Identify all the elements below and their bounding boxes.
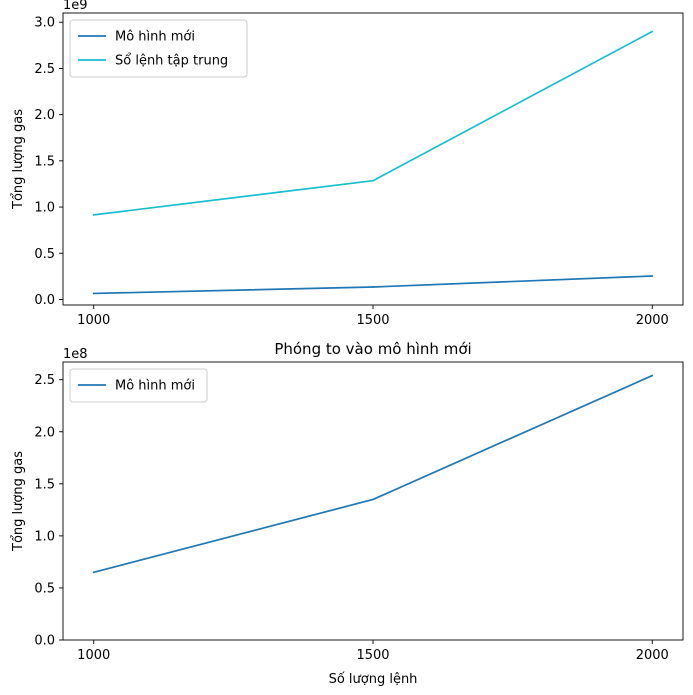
y-axis-label: Tổng lượng gas xyxy=(11,451,26,552)
legend-label: Sổ lệnh tập trung xyxy=(115,54,228,69)
y-offset-label: 1e9 xyxy=(63,0,88,13)
data-point xyxy=(92,214,95,216)
y-tick-label: 2.0 xyxy=(34,108,55,123)
y-tick-label: 2.0 xyxy=(34,425,55,440)
y-tick-label: 0.5 xyxy=(34,247,55,262)
x-tick-label: 1000 xyxy=(77,648,110,663)
data-point xyxy=(651,374,654,377)
data-point xyxy=(92,571,95,574)
y-tick-label: 0.0 xyxy=(34,293,55,308)
y-tick-label: 1.0 xyxy=(34,201,55,216)
data-point xyxy=(651,275,654,277)
y-offset-label: 1e8 xyxy=(63,347,88,362)
y-tick-label: 1.0 xyxy=(34,529,55,544)
legend-box xyxy=(69,368,208,403)
series-line-0 xyxy=(93,374,653,574)
series-line-0 xyxy=(93,275,653,295)
x-tick-label: 1000 xyxy=(77,313,110,328)
legend-label: Mô hình mới xyxy=(115,30,195,45)
y-tick-label: 2.5 xyxy=(34,62,55,77)
legend-label: Mô hình mới xyxy=(115,379,195,394)
data-point xyxy=(372,286,374,288)
data-point xyxy=(92,292,95,295)
chart-bottom: 1000 1500 2000 0.0 0.5 1.0 1.5 2.0 2.5 1e8 Tổng lư… xyxy=(11,340,684,687)
y-tick-label: 1.5 xyxy=(34,477,55,492)
x-tick-label: 1500 xyxy=(356,313,389,328)
data-point xyxy=(651,30,654,33)
y-tick-label: 1.5 xyxy=(34,154,55,169)
y-tick-label: 3.0 xyxy=(34,16,55,31)
data-point xyxy=(372,498,374,501)
chart-top: 1000 1500 2000 0.0 0.5 1.0 1.5 2.0 2.5 3.0 1e9 Tổng… xyxy=(11,0,684,328)
y-axis-label: Tổng lượng gas xyxy=(11,109,26,210)
data-point xyxy=(372,179,374,182)
chart-title: Phóng to vào mô hình mới xyxy=(274,340,471,358)
legend-box xyxy=(69,19,248,78)
x-tick-label: 2000 xyxy=(636,648,669,663)
y-tick-label: 0.0 xyxy=(34,634,55,649)
x-tick-label: 1500 xyxy=(356,648,389,663)
x-tick-label: 2000 xyxy=(636,313,669,328)
y-tick-label: 2.5 xyxy=(34,373,55,388)
x-axis-label: Số lượng lệnh xyxy=(329,672,418,687)
y-tick-label: 0.5 xyxy=(34,581,55,596)
